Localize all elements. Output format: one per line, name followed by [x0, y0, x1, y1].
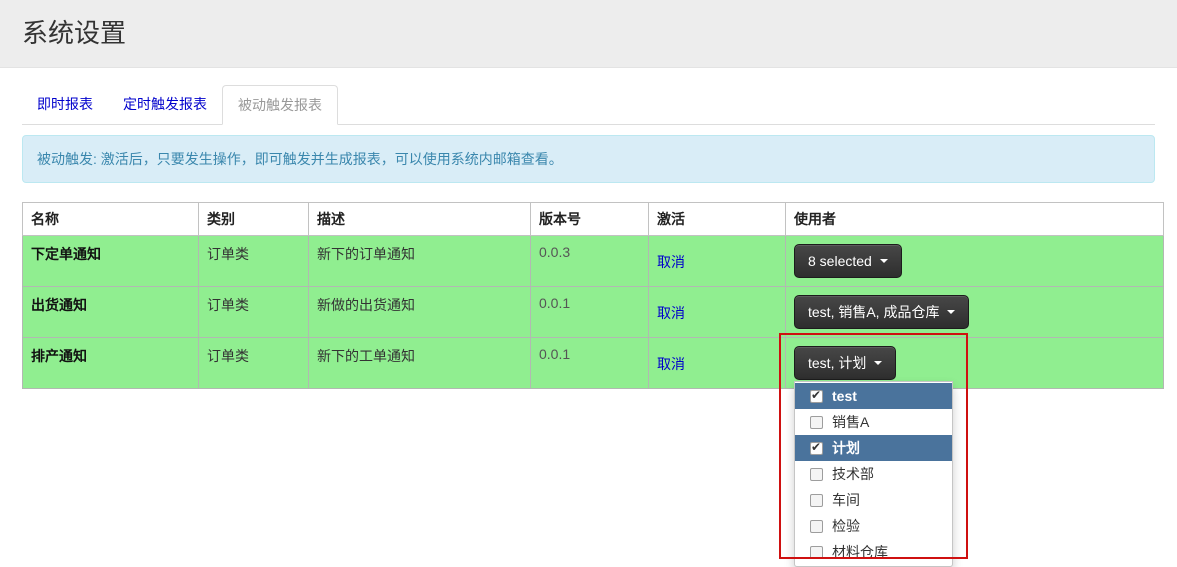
- dropdown-item-label: 检验: [832, 518, 860, 534]
- checkbox-icon[interactable]: [810, 545, 823, 559]
- info-alert: 被动触发: 激活后，只要发生操作，即可触发并生成报表，可以使用系统内邮箱查看。: [22, 135, 1155, 183]
- table-row: 下定单通知 订单类 新下的订单通知 0.0.3 取消 8 selected: [22, 235, 1164, 287]
- table-header-row: 名称 类别 描述 版本号 激活 使用者: [22, 202, 1164, 236]
- report-category: 订单类: [198, 337, 309, 389]
- report-category: 订单类: [198, 235, 309, 287]
- report-description: 新做的出货通知: [308, 286, 531, 338]
- report-name: 排产通知: [22, 337, 199, 389]
- page-header: 系统设置: [0, 0, 1177, 68]
- dropdown-item-user[interactable]: 材料仓库: [795, 539, 952, 565]
- users-multiselect-button[interactable]: test, 销售A, 成品仓库: [794, 295, 970, 329]
- dropdown-item-user[interactable]: test: [795, 383, 952, 409]
- users-button-label: 8 selected: [808, 253, 872, 269]
- report-name: 出货通知: [22, 286, 199, 338]
- caret-down-icon: [874, 361, 883, 365]
- column-header-users: 使用者: [785, 202, 1164, 236]
- table-row: 排产通知 订单类 新下的工单通知 0.0.1 取消 test, 计划 test …: [22, 337, 1164, 567]
- dropdown-item-label: 车间: [832, 492, 860, 508]
- tab-instant-report[interactable]: 即时报表: [37, 96, 93, 112]
- column-header-category: 类别: [198, 202, 309, 236]
- cancel-activation-link[interactable]: 取消: [657, 356, 685, 372]
- report-category: 订单类: [198, 286, 309, 338]
- dropdown-item-label: 材料仓库: [832, 544, 888, 560]
- report-version: 0.0.1: [530, 286, 649, 338]
- dropdown-item-user[interactable]: 计划: [795, 435, 952, 461]
- checkbox-icon[interactable]: [810, 388, 823, 403]
- dropdown-item-label: 销售A: [832, 414, 870, 430]
- checkbox-icon[interactable]: [810, 467, 823, 481]
- column-header-version: 版本号: [530, 202, 649, 236]
- column-header-activate: 激活: [648, 202, 786, 236]
- checkbox-icon[interactable]: [810, 493, 823, 507]
- checkbox-icon[interactable]: [810, 519, 823, 533]
- cancel-activation-link[interactable]: 取消: [657, 305, 685, 321]
- dropdown-item-user[interactable]: 检验: [795, 513, 952, 539]
- report-name: 下定单通知: [22, 235, 199, 287]
- users-multiselect-button[interactable]: 8 selected: [794, 244, 902, 278]
- tab-scheduled-trigger-report[interactable]: 定时触发报表: [123, 96, 207, 112]
- tab-bar: 即时报表 定时触发报表 被动触发报表: [22, 85, 1155, 125]
- cancel-activation-link[interactable]: 取消: [657, 254, 685, 270]
- column-header-name: 名称: [22, 202, 199, 236]
- page-title: 系统设置: [22, 18, 127, 48]
- users-multiselect-button-open[interactable]: test, 计划: [794, 346, 897, 380]
- report-table: 名称 类别 描述 版本号 激活 使用者 下定单通知 订单类 新下的订单通知 0.…: [22, 202, 1164, 567]
- report-description: 新下的订单通知: [308, 235, 531, 287]
- dropdown-item-user[interactable]: 车间: [795, 487, 952, 513]
- report-version: 0.0.1: [530, 337, 649, 389]
- dropdown-item-label: test: [832, 388, 857, 404]
- dropdown-item-user[interactable]: 销售A: [795, 409, 952, 435]
- checkbox-icon[interactable]: [810, 415, 823, 429]
- tab-passive-trigger-report[interactable]: 被动触发报表: [222, 85, 338, 125]
- caret-down-icon: [879, 259, 888, 263]
- users-dropdown-menu: test 销售A 计划 技术部 车间 检验 材料仓库: [794, 381, 953, 567]
- column-header-description: 描述: [308, 202, 531, 236]
- report-description: 新下的工单通知: [308, 337, 531, 389]
- table-row: 出货通知 订单类 新做的出货通知 0.0.1 取消 test, 销售A, 成品仓…: [22, 286, 1164, 338]
- dropdown-item-label: 计划: [832, 440, 860, 456]
- report-version: 0.0.3: [530, 235, 649, 287]
- users-button-label: test, 计划: [808, 355, 867, 371]
- checkbox-icon[interactable]: [810, 440, 823, 455]
- dropdown-item-user[interactable]: 技术部: [795, 461, 952, 487]
- users-button-label: test, 销售A, 成品仓库: [808, 304, 940, 320]
- dropdown-item-label: 技术部: [832, 466, 874, 482]
- caret-down-icon: [947, 310, 956, 314]
